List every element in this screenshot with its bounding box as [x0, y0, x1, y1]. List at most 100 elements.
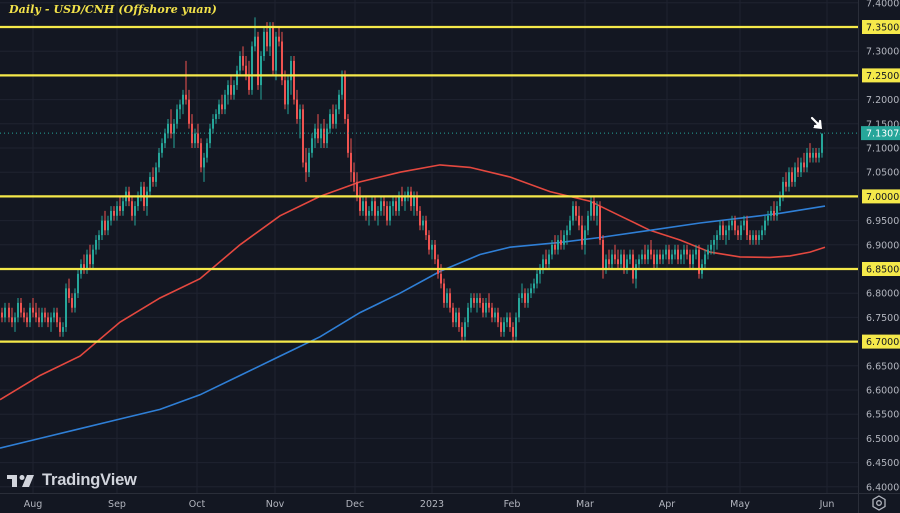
- candle: [740, 225, 742, 236]
- candle: [623, 254, 625, 269]
- candle: [368, 210, 370, 216]
- candle: [269, 27, 271, 47]
- tradingview-logo[interactable]: TradingView: [7, 471, 137, 490]
- candle: [434, 244, 436, 260]
- candle: [359, 196, 361, 211]
- candle: [158, 152, 160, 168]
- candle: [398, 196, 400, 211]
- candle: [185, 94, 187, 100]
- candle: [77, 273, 79, 294]
- candle: [260, 56, 262, 86]
- candle: [572, 206, 574, 221]
- candle: [626, 259, 628, 269]
- candle: [56, 312, 58, 323]
- candle: [812, 152, 814, 158]
- candle: [404, 196, 406, 202]
- candle: [293, 60, 295, 100]
- candle: [737, 230, 739, 236]
- candle: [335, 109, 337, 124]
- candle: [800, 162, 802, 173]
- candle: [248, 75, 250, 90]
- candle: [278, 36, 280, 42]
- candle: [155, 167, 157, 182]
- candle: [161, 143, 163, 153]
- candle: [512, 327, 514, 337]
- candle: [728, 225, 730, 231]
- gear-icon[interactable]: [870, 494, 888, 512]
- price-axis-label: 6.60000: [866, 386, 900, 397]
- candle: [20, 302, 22, 313]
- candle: [644, 254, 646, 260]
- candle: [401, 196, 403, 202]
- candle: [188, 99, 190, 124]
- candle: [668, 249, 670, 260]
- candle: [167, 123, 169, 134]
- candle: [239, 56, 241, 71]
- candle: [617, 259, 619, 265]
- candle: [17, 302, 19, 318]
- candle: [35, 312, 37, 318]
- candle: [71, 298, 73, 308]
- candle: [614, 254, 616, 260]
- price-axis-label: 6.90000: [866, 240, 900, 251]
- candle: [341, 75, 343, 95]
- candle: [332, 114, 334, 124]
- price-axis-label: 7.30000: [866, 47, 900, 58]
- candle: [686, 249, 688, 255]
- candle: [272, 27, 274, 71]
- candle: [476, 298, 478, 303]
- candle: [593, 201, 595, 216]
- level-price-badge: [862, 20, 900, 34]
- candle: [713, 239, 715, 245]
- candle: [305, 162, 307, 173]
- time-axis[interactable]: Aug Sep Oct Nov Dec 2023 Feb Mar Apr May Jun: [24, 499, 835, 510]
- time-axis-label: Dec: [346, 499, 364, 510]
- candle: [608, 259, 610, 265]
- candle: [791, 172, 793, 182]
- candle: [203, 157, 205, 168]
- candle: [491, 307, 493, 318]
- candle: [761, 230, 763, 236]
- candle: [338, 94, 340, 110]
- candle: [122, 201, 124, 211]
- candle: [770, 210, 772, 216]
- price-axis[interactable]: 7.40000 7.35000 7.30000 7.25000 7.20000 7.150…: [861, 0, 900, 493]
- candle: [695, 249, 697, 255]
- candle: [173, 123, 175, 134]
- candle: [8, 307, 10, 318]
- time-axis-label: Feb: [504, 499, 521, 510]
- candle: [533, 283, 535, 289]
- candle: [134, 206, 136, 216]
- candle: [692, 254, 694, 265]
- candle: [419, 210, 421, 226]
- candle: [506, 317, 508, 323]
- candle: [281, 41, 283, 81]
- candle: [377, 210, 379, 216]
- candle: [665, 249, 667, 255]
- candle: [410, 191, 412, 207]
- candle: [797, 167, 799, 173]
- candle: [461, 327, 463, 337]
- candle: [107, 220, 109, 231]
- candle: [14, 317, 16, 323]
- candle: [479, 298, 481, 303]
- candle: [629, 254, 631, 260]
- candle: [245, 65, 247, 76]
- candle: [662, 254, 664, 260]
- candle: [719, 225, 721, 236]
- candle: [209, 128, 211, 144]
- candle: [323, 128, 325, 144]
- candle: [494, 312, 496, 318]
- candle: [647, 249, 649, 260]
- candle: [59, 322, 61, 332]
- candle: [383, 201, 385, 207]
- price-axis-label: 6.95000: [866, 216, 900, 227]
- time-axis-label: Apr: [659, 499, 676, 510]
- last-price-badge: [861, 126, 900, 141]
- candle: [311, 138, 313, 153]
- candle: [650, 249, 652, 255]
- candle: [83, 264, 85, 269]
- candle: [449, 293, 451, 308]
